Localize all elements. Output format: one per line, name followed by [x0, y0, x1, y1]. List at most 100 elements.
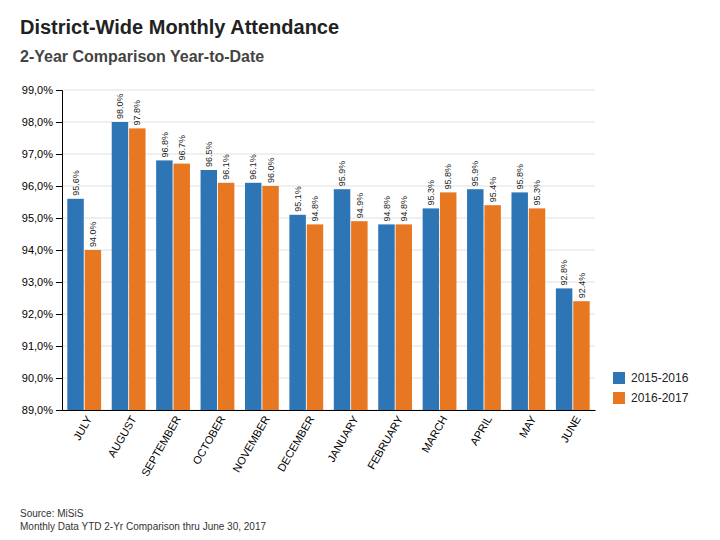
bar-series — [85, 128, 590, 410]
legend-label: 2015-2016 — [631, 371, 689, 385]
y-tick-mark — [56, 154, 62, 155]
legend-item: 2015-2016 — [613, 371, 689, 385]
y-tick-label: 92,0% — [22, 308, 53, 320]
bar — [484, 205, 500, 410]
y-tick-mark — [56, 314, 62, 315]
y-tick-label: 94,0% — [22, 244, 53, 256]
data-label: 95.6% — [71, 170, 81, 196]
x-tick-label: APRIL — [468, 414, 494, 448]
bar — [85, 250, 101, 410]
x-tick-label: JULY — [71, 413, 95, 442]
chart: District-Wide Monthly Attendance 2-Year C… — [0, 0, 720, 540]
bar — [529, 208, 545, 410]
x-tick-label: NOVEMBER — [230, 414, 272, 475]
bar — [467, 189, 483, 410]
y-tick-label: 89,0% — [22, 404, 53, 416]
y-tick-mark — [56, 250, 62, 251]
data-label: 96.8% — [160, 132, 170, 158]
bar — [307, 224, 323, 410]
x-tick: FEBRUARY — [365, 413, 406, 471]
bar — [201, 170, 217, 410]
y-tick-label: 97,0% — [22, 148, 53, 160]
bar — [112, 122, 128, 410]
y-tick: 96,0% — [22, 180, 62, 192]
bar — [129, 128, 145, 410]
data-label: 96.5% — [204, 141, 214, 167]
x-tick: NOVEMBER — [230, 414, 272, 475]
y-tick-label: 96,0% — [22, 180, 53, 192]
bar — [573, 301, 589, 410]
x-tick-label: JUNE — [558, 414, 583, 445]
bars — [67, 122, 589, 410]
data-label: 95.8% — [443, 164, 453, 190]
data-label: 95.3% — [532, 180, 542, 206]
bar — [262, 186, 278, 410]
bar — [156, 160, 172, 410]
data-label: 94.8% — [310, 196, 320, 222]
legend-swatch — [613, 372, 625, 384]
x-tick-label: MAY — [517, 413, 539, 440]
data-label: 95.1% — [293, 186, 303, 212]
x-tick-label: AUGUST — [105, 413, 138, 459]
axis-line — [63, 410, 596, 411]
x-tick-label: OCTOBER — [190, 414, 228, 467]
data-label: 95.4% — [488, 177, 498, 203]
x-tick: JANUARY — [325, 413, 361, 464]
legend-swatch — [613, 392, 625, 404]
x-tick: SEPTEMBER — [139, 414, 183, 479]
y-tick-label: 91,0% — [22, 340, 53, 352]
x-tick: MARCH — [419, 414, 450, 455]
y-tick-mark — [56, 90, 62, 91]
bar — [351, 221, 367, 410]
data-label: 98.0% — [115, 93, 125, 119]
y-tick-mark — [56, 282, 62, 283]
x-tick: APRIL — [468, 414, 494, 448]
bar — [334, 189, 350, 410]
y-tick: 99,0% — [22, 84, 62, 96]
legend-item: 2016-2017 — [613, 391, 689, 405]
x-tick: JULY — [71, 413, 95, 442]
y-axis: 89,0% 90,0% 91,0% 92,0% 93,0% 94,0% 95,0% 96,0%… — [22, 84, 63, 416]
bar — [423, 208, 439, 410]
y-tick-label: 99,0% — [22, 84, 53, 96]
data-label: 96.1% — [221, 154, 231, 180]
x-tick: MAY — [517, 413, 539, 440]
data-label: 94.0% — [88, 221, 98, 247]
y-tick-mark — [56, 186, 62, 187]
y-tick: 90,0% — [22, 372, 62, 384]
bar — [67, 199, 83, 410]
y-tick: 98,0% — [22, 116, 62, 128]
y-tick: 97,0% — [22, 148, 62, 160]
x-tick-label: SEPTEMBER — [139, 414, 183, 479]
title: District-Wide Monthly Attendance — [20, 16, 339, 38]
y-tick: 92,0% — [22, 308, 62, 320]
x-tick: JUNE — [558, 414, 583, 445]
grid-line — [62, 90, 595, 91]
bar — [218, 183, 234, 410]
data-label: 97.8% — [132, 100, 142, 126]
data-label: 95.8% — [515, 164, 525, 190]
y-tick: 93,0% — [22, 276, 62, 288]
annotation: Monthly Data YTD 2-Yr Comparison thru Ju… — [20, 521, 266, 532]
y-tick-mark — [56, 218, 62, 219]
bar — [173, 164, 189, 410]
data-label: 96.0% — [266, 157, 276, 183]
x-tick-label: MARCH — [419, 414, 450, 455]
y-tick-mark — [56, 378, 62, 379]
subtitle: 2-Year Comparison Year-to-Date — [20, 48, 264, 65]
y-tick-label: 93,0% — [22, 276, 53, 288]
plot: 89,0% 90,0% 91,0% 92,0% 93,0% 94,0% 95,0% 96,0%… — [22, 84, 689, 540]
data-label: 96.7% — [177, 135, 187, 161]
data-label: 95.3% — [426, 180, 436, 206]
bar — [440, 192, 456, 410]
x-tick-label: DECEMBER — [275, 414, 317, 474]
data-labels: 95.6%98.0%96.8%96.5%96.1%95.1%95.9%94.8%… — [71, 93, 587, 298]
x-tick-label: FEBRUARY — [365, 413, 406, 471]
bar — [378, 224, 394, 410]
data-label: 94.8% — [382, 196, 392, 222]
bar — [289, 215, 305, 410]
data-label: 96.1% — [248, 154, 258, 180]
y-tick-label: 95,0% — [22, 212, 53, 224]
bar — [245, 183, 261, 410]
y-tick: 94,0% — [22, 244, 62, 256]
